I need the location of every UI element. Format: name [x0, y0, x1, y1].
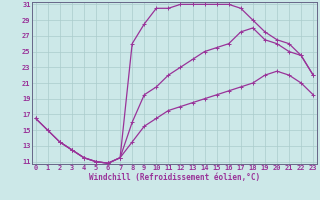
X-axis label: Windchill (Refroidissement éolien,°C): Windchill (Refroidissement éolien,°C) — [89, 173, 260, 182]
